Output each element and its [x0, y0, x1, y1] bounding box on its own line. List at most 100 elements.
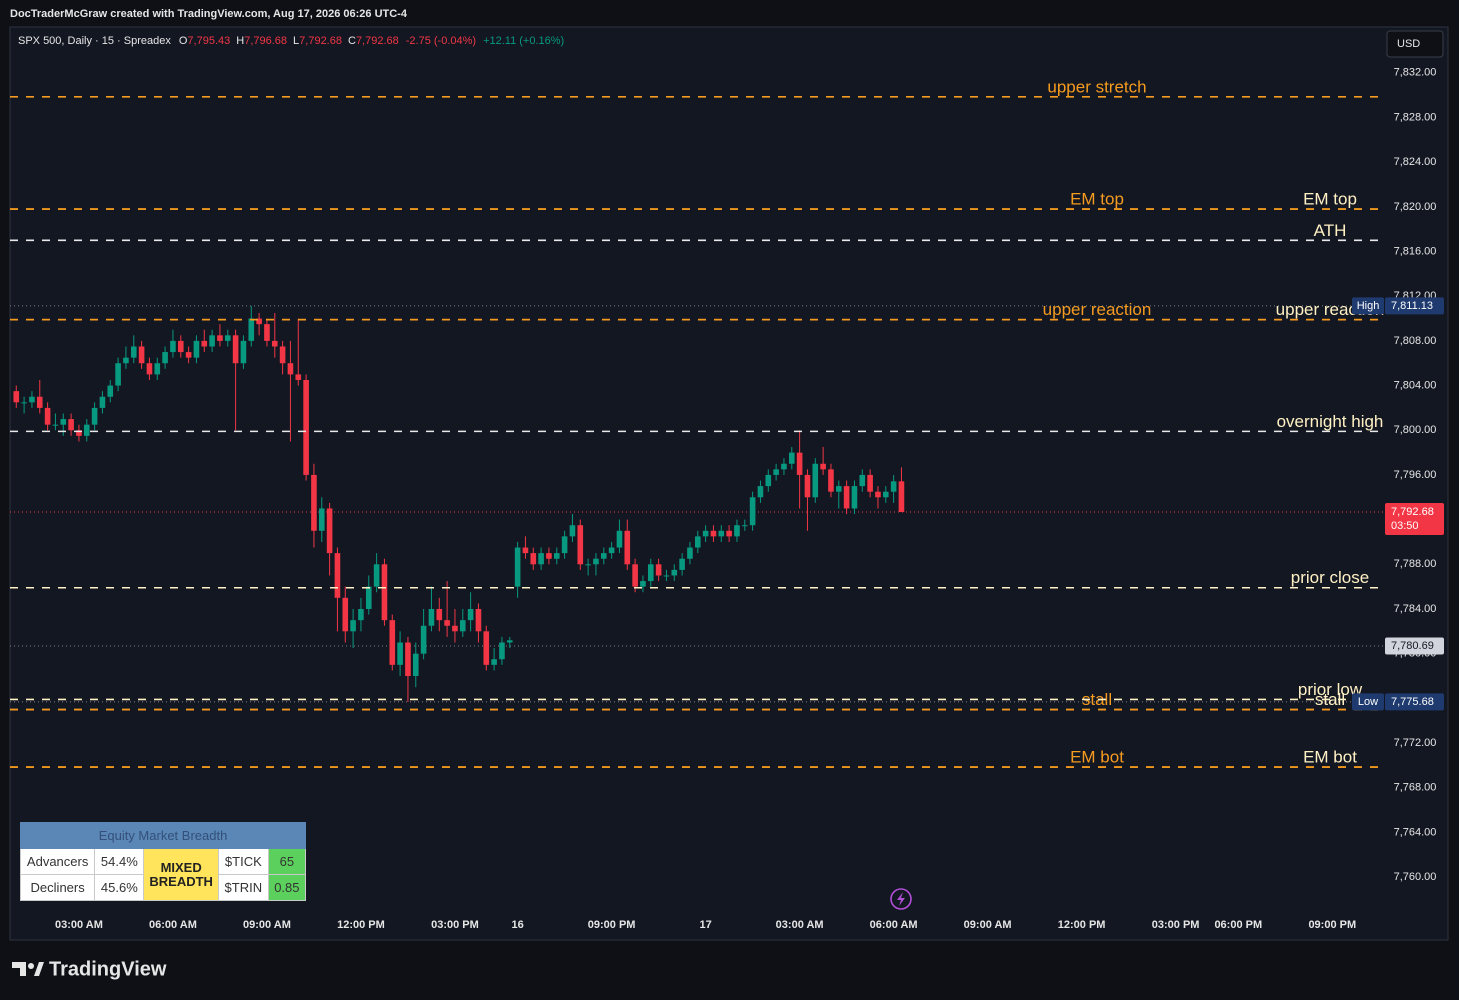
- candle-body: [585, 564, 591, 566]
- candle-body: [287, 363, 294, 375]
- cell: 0.85: [267, 874, 307, 901]
- candle-body: [804, 474, 811, 498]
- candle-body: [170, 340, 176, 353]
- x-tick-label: 03:00 PM: [1152, 919, 1200, 931]
- candle-body: [553, 553, 560, 559]
- candle-body: [608, 547, 615, 554]
- y-tick-label: 7,820.00: [1394, 201, 1437, 213]
- candle-body: [373, 564, 380, 587]
- candle-body: [726, 530, 732, 537]
- candle-body: [522, 547, 529, 554]
- x-tick-label: 09:00 PM: [588, 919, 636, 931]
- x-tick-label: 09:00 AM: [243, 919, 291, 931]
- ohlc-label: O: [179, 35, 188, 47]
- y-tick-label: 7,804.00: [1394, 379, 1437, 391]
- candle-body: [412, 653, 419, 677]
- chart-frame: [9, 26, 1449, 941]
- symbol: SPX 500, Daily · 15 · Spreadex: [18, 35, 171, 47]
- candle-body: [569, 525, 576, 537]
- candle-body: [467, 608, 474, 621]
- ohlc-label: C: [348, 35, 356, 47]
- candle-body: [36, 396, 43, 408]
- candle-body: [123, 357, 129, 364]
- candle-body: [875, 491, 881, 498]
- x-tick-label: 12:00 PM: [337, 919, 385, 931]
- cell: 65: [267, 848, 307, 875]
- y-tick-label: 7,764.00: [1394, 826, 1437, 838]
- candle-body: [224, 335, 231, 341]
- candle-body: [201, 340, 208, 347]
- ohlc-value: 7,792.68: [299, 35, 342, 47]
- candle-body: [828, 469, 834, 492]
- candle-body: [83, 424, 90, 436]
- y-tick-label: 7,796.00: [1394, 469, 1437, 481]
- candle-body: [295, 374, 302, 380]
- candle-body: [60, 419, 67, 425]
- y-tick-label: 7,800.00: [1394, 424, 1437, 436]
- candle-body: [154, 363, 161, 375]
- candle-body: [843, 486, 850, 509]
- price-label: 7,775.68: [1391, 696, 1434, 708]
- candle-body: [796, 452, 803, 475]
- candle-body: [21, 402, 27, 404]
- candle-body: [303, 379, 309, 475]
- candle-body: [334, 553, 341, 598]
- candle-body: [389, 620, 396, 665]
- currency-button[interactable]: [1386, 30, 1444, 58]
- x-tick-label: 12:00 PM: [1058, 919, 1106, 931]
- y-tick-label: 7,824.00: [1394, 156, 1437, 168]
- candle-body: [593, 558, 599, 565]
- level-label: ATH: [1314, 221, 1347, 240]
- candle-body: [350, 620, 356, 632]
- candle-body: [867, 474, 873, 492]
- price-label: 7,811.13: [1391, 300, 1433, 312]
- candle-body: [193, 340, 200, 358]
- candle-body: [663, 575, 670, 577]
- breadth-table: Equity Market Breadth Advancers 54.4% MIXE…: [19, 822, 307, 901]
- price-tag-box: [1352, 693, 1384, 711]
- x-tick-label: 09:00 AM: [964, 919, 1012, 931]
- x-tick-label: 03:00 AM: [55, 919, 103, 931]
- replay-icon[interactable]: [890, 888, 912, 910]
- candle-body: [365, 586, 372, 609]
- candle-body: [177, 340, 184, 353]
- price-label-box: [1385, 637, 1444, 655]
- candle-body: [710, 530, 717, 537]
- candle-body: [397, 642, 403, 665]
- candle-body: [342, 597, 349, 632]
- candle-body: [264, 324, 270, 341]
- candle-body: [616, 530, 623, 548]
- candle-body: [702, 530, 709, 537]
- candle-body: [765, 474, 772, 487]
- candle-body: [452, 625, 458, 632]
- candle-body: [530, 553, 537, 565]
- cell: 45.6%: [94, 874, 145, 901]
- brand: TradingView: [49, 958, 167, 980]
- candle-body: [326, 508, 333, 554]
- candle-body: [76, 430, 82, 436]
- candle-body: [577, 525, 584, 565]
- x-tick-label: 17: [699, 919, 711, 931]
- candle-body: [734, 525, 740, 537]
- candle-body: [99, 396, 106, 408]
- candle-body: [749, 497, 756, 526]
- candle-body: [240, 340, 247, 364]
- x-tick-label: 09:00 PM: [1308, 919, 1356, 931]
- y-tick-label: 7,828.00: [1394, 111, 1437, 123]
- y-tick-label: 7,768.00: [1394, 782, 1437, 794]
- candle-body: [475, 608, 482, 632]
- candle-body: [459, 620, 466, 632]
- candle-body: [444, 620, 450, 626]
- candle-body: [773, 469, 779, 475]
- candle-body: [687, 547, 693, 559]
- cell: 54.4%: [94, 848, 145, 875]
- price-tag: Low: [1358, 696, 1378, 708]
- candle-body: [491, 659, 497, 665]
- candle-body: [420, 625, 427, 654]
- candle-body: [91, 407, 98, 425]
- level-label: EM top: [1303, 190, 1357, 209]
- level-label: upper stretch: [1047, 77, 1146, 96]
- candle-body: [741, 525, 748, 527]
